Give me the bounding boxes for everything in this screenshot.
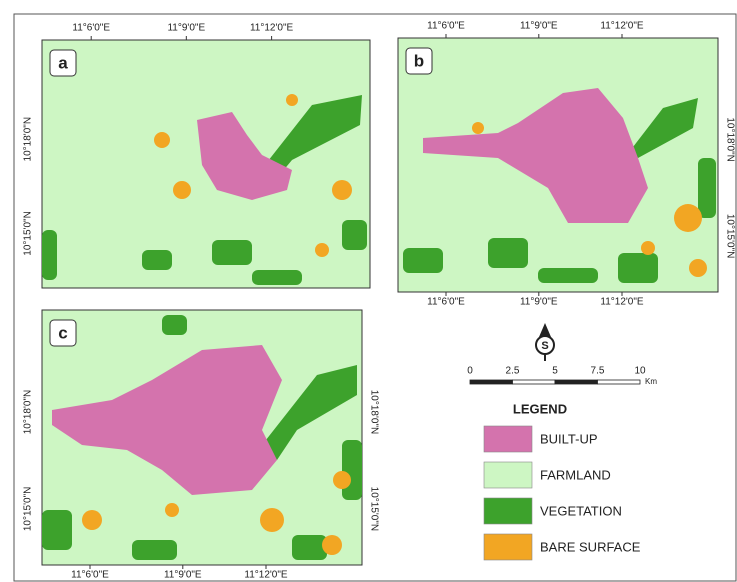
longitude-label: 11°9'0"E: [520, 297, 558, 308]
longitude-label: 11°6'0"E: [427, 297, 465, 308]
bare-surface-area: [173, 181, 191, 199]
bare-surface-area: [689, 259, 707, 277]
bare-surface-area: [332, 180, 352, 200]
panel-label: a: [58, 53, 68, 72]
bare-surface-area: [315, 243, 329, 257]
vegetation-area: [698, 158, 716, 218]
latitude-label: 10°18'0"N: [23, 117, 34, 162]
scale-label: 7.5: [591, 366, 605, 377]
longitude-label: 11°9'0"E: [167, 23, 205, 34]
legend-label: FARMLAND: [540, 467, 611, 482]
longitude-label: 11°12'0"E: [600, 297, 644, 308]
longitude-label: 11°12'0"E: [244, 570, 288, 581]
scale-label: 10: [634, 366, 646, 377]
scale-segment: [598, 380, 641, 384]
bare-surface-area: [165, 503, 179, 517]
legend-swatch: [484, 426, 532, 452]
longitude-label: 11°12'0"E: [600, 21, 644, 32]
longitude-label: 11°9'0"E: [164, 570, 202, 581]
latitude-label: 10°18'0"N: [23, 390, 34, 435]
vegetation-area: [132, 540, 177, 560]
legend-title: LEGEND: [513, 401, 567, 416]
latitude-label: 10°18'0"N: [368, 390, 379, 435]
longitude-label: 11°6'0"E: [72, 23, 110, 34]
bare-surface-area: [82, 510, 102, 530]
scale-label: 5: [552, 366, 558, 377]
latitude-label: 10°15'0"N: [23, 211, 34, 256]
legend-swatch: [484, 462, 532, 488]
bare-surface-area: [322, 535, 342, 555]
longitude-label: 11°12'0"E: [250, 23, 294, 34]
map-panel: b 11°6'0"E 11°9'0"E 11°12'0"E 11°6'0"E 11°9'0…: [398, 21, 735, 308]
scale-segment: [555, 380, 598, 384]
scale-segment: [513, 380, 556, 384]
latitude-label: 10°15'0"N: [724, 214, 735, 259]
legend-label: VEGETATION: [540, 503, 622, 518]
panel-label: c: [58, 323, 67, 342]
legend-label: BARE SURFACE: [540, 539, 641, 554]
bare-surface-area: [674, 204, 702, 232]
latitude-label: 10°15'0"N: [368, 487, 379, 532]
bare-surface-area: [333, 471, 351, 489]
bare-surface-area: [472, 122, 484, 134]
legend-swatch: [484, 534, 532, 560]
latitude-label: 10°18'0"N: [724, 117, 735, 162]
scale-segment: [470, 380, 513, 384]
vegetation-area: [292, 535, 327, 560]
vegetation-area: [142, 250, 172, 270]
map-panel: c 11°6'0"E 11°9'0"E 11°12'0"E 10°18'0"N 10°15…: [23, 310, 380, 581]
vegetation-area: [488, 238, 528, 268]
vegetation-area: [252, 270, 302, 285]
legend-swatch: [484, 498, 532, 524]
legend-label: BUILT-UP: [540, 431, 598, 446]
vegetation-area: [618, 253, 658, 283]
scale-unit: Km: [645, 377, 657, 386]
map-panel: a 11°6'0"E 11°9'0"E 11°12'0"E 10°18'0"N 10°15…: [23, 23, 370, 288]
longitude-label: 11°9'0"E: [520, 21, 558, 32]
svg-text:S: S: [541, 340, 548, 352]
longitude-label: 11°6'0"E: [427, 21, 465, 32]
vegetation-area: [212, 240, 252, 265]
longitude-label: 11°6'0"E: [71, 570, 109, 581]
panel-label: b: [414, 51, 424, 70]
vegetation-area: [342, 440, 362, 500]
bare-surface-area: [154, 132, 170, 148]
figure: a 11°6'0"E 11°9'0"E 11°12'0"E 10°18'0"N 10°15…: [0, 0, 737, 582]
vegetation-area: [538, 268, 598, 283]
vegetation-area: [403, 248, 443, 273]
bare-surface-area: [260, 508, 284, 532]
bare-surface-area: [641, 241, 655, 255]
vegetation-area: [162, 315, 187, 335]
bare-surface-area: [286, 94, 298, 106]
scale-label: 0: [467, 366, 473, 377]
vegetation-area: [42, 510, 72, 550]
vegetation-area: [342, 220, 367, 250]
scale-label: 2.5: [506, 366, 520, 377]
vegetation-area: [42, 230, 57, 280]
latitude-label: 10°15'0"N: [23, 487, 34, 532]
